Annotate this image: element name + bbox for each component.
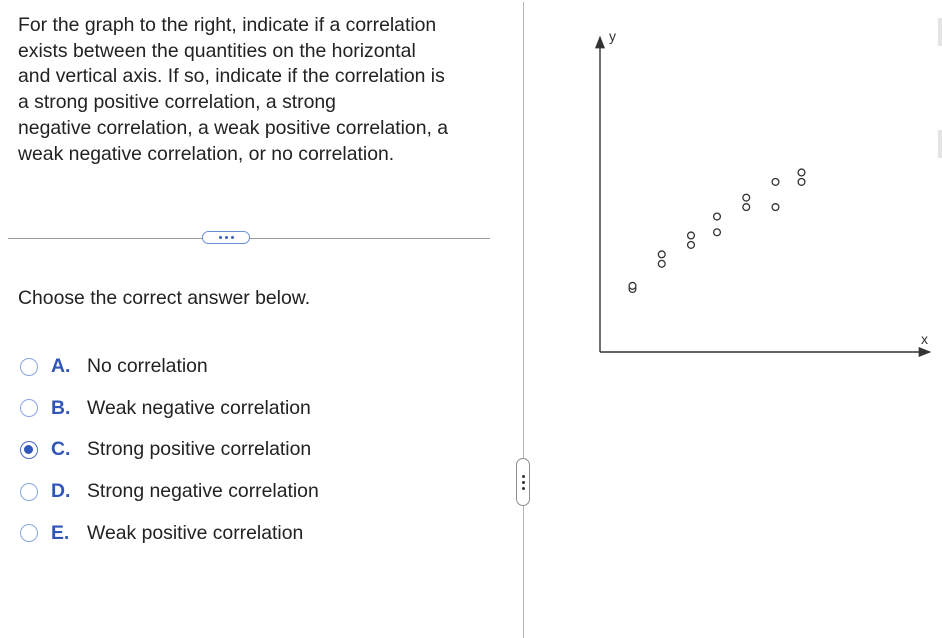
- data-point: [797, 177, 806, 186]
- question-text: For the graph to the right, indicate if …: [18, 14, 449, 165]
- option-d[interactable]: D. Strong negative correlation: [20, 471, 319, 513]
- option-b[interactable]: B. Weak negative correlation: [20, 388, 319, 430]
- option-e[interactable]: E. Weak positive correlation: [20, 512, 319, 554]
- ellipsis-icon: [224, 236, 228, 239]
- data-point: [686, 231, 696, 240]
- option-label: No correlation: [87, 355, 208, 378]
- vertical-ellipsis-icon: [521, 486, 525, 490]
- option-label: Strong negative correlation: [87, 480, 319, 503]
- y-axis-label: y: [609, 28, 616, 44]
- data-point: [712, 212, 722, 221]
- option-label: Strong positive correlation: [87, 438, 312, 461]
- data-point: [628, 281, 637, 290]
- ellipsis-icon: [218, 236, 222, 239]
- data-point: [657, 250, 666, 259]
- ellipsis-icon: [230, 236, 234, 239]
- splitter-handle[interactable]: [516, 458, 530, 506]
- pane-splitter[interactable]: [523, 2, 524, 638]
- radio-button[interactable]: [20, 399, 38, 418]
- data-point: [771, 177, 780, 186]
- option-letter: E.: [51, 521, 70, 544]
- option-a[interactable]: A. No correlation: [20, 346, 319, 388]
- radio-button[interactable]: [20, 357, 38, 376]
- answer-options: A. No correlation B. Weak negative corre…: [20, 346, 319, 554]
- option-letter: B.: [51, 396, 71, 419]
- data-point: [712, 228, 722, 237]
- data-point: [742, 203, 751, 212]
- edge-scroll-mark: [938, 130, 942, 158]
- answer-prompt: Choose the correct answer below.: [18, 287, 311, 309]
- option-label: Weak negative correlation: [87, 396, 311, 419]
- expand-more-button[interactable]: [202, 231, 250, 244]
- option-letter: D.: [51, 480, 71, 503]
- data-point: [686, 240, 696, 249]
- option-label: Weak positive correlation: [87, 521, 304, 544]
- radio-button[interactable]: [20, 524, 38, 543]
- option-c[interactable]: C. Strong positive correlation: [20, 429, 319, 471]
- scatter-chart: yx: [594, 28, 932, 358]
- radio-button[interactable]: [20, 440, 38, 459]
- data-point: [742, 193, 751, 202]
- option-letter: A.: [51, 355, 71, 378]
- radio-button[interactable]: [20, 482, 38, 501]
- data-point: [771, 203, 780, 212]
- option-letter: C.: [51, 438, 71, 461]
- x-axis-label: x: [921, 331, 928, 347]
- data-point: [797, 168, 806, 177]
- vertical-ellipsis-icon: [521, 480, 525, 484]
- edge-scroll-mark: [938, 18, 942, 46]
- data-point: [657, 259, 666, 268]
- vertical-ellipsis-icon: [521, 474, 525, 478]
